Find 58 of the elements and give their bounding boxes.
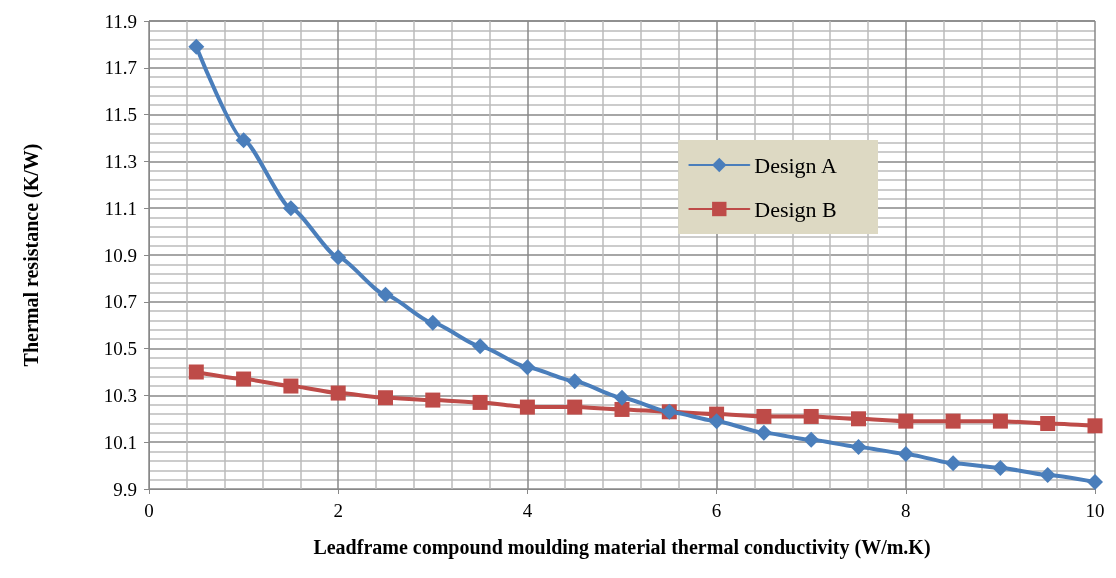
- point: [850, 438, 867, 455]
- y-axis-title: Thermal resistance (K/W): [20, 143, 43, 367]
- x-tick-label: 6: [711, 500, 722, 521]
- point: [188, 364, 204, 380]
- point: [1087, 418, 1103, 434]
- point: [472, 338, 489, 355]
- y-tick-label: 11.9: [104, 10, 137, 32]
- point: [1087, 473, 1103, 490]
- point: [377, 286, 394, 303]
- point: [945, 413, 961, 429]
- legend-label: Design A: [754, 152, 837, 178]
- point: [755, 424, 772, 441]
- point: [235, 132, 252, 149]
- point: [898, 413, 914, 429]
- y-tick-label: 11.5: [104, 104, 137, 126]
- point: [283, 378, 299, 394]
- point: [330, 385, 346, 401]
- point: [897, 445, 914, 462]
- point: [519, 399, 535, 415]
- point: [708, 413, 725, 430]
- x-tick-label: 8: [901, 500, 911, 521]
- y-tick-label: 11.7: [104, 57, 137, 79]
- point: [378, 390, 393, 406]
- x-tick-label: 2: [333, 500, 343, 521]
- x-tick-label: 4: [522, 500, 533, 521]
- point: [803, 431, 820, 448]
- point: [519, 359, 536, 376]
- point: [282, 200, 299, 217]
- point: [236, 371, 252, 387]
- y-tick-label: 10.5: [103, 338, 137, 360]
- y-tick-label: 10.1: [103, 431, 137, 453]
- point: [992, 413, 1008, 429]
- point: [803, 408, 819, 424]
- point: [1039, 466, 1056, 483]
- point: [472, 394, 488, 410]
- point: [567, 399, 583, 415]
- point: [614, 389, 630, 406]
- point: [851, 411, 866, 427]
- point: [756, 408, 772, 424]
- point: [330, 249, 347, 266]
- x-tick-label: 10: [1085, 500, 1105, 521]
- y-tick-label: 10.7: [103, 291, 137, 313]
- point: [614, 401, 630, 417]
- y-tick-label: 9.9: [113, 478, 137, 500]
- y-tick-label: 10.3: [103, 384, 137, 406]
- y-tick-label: 10.9: [103, 244, 137, 266]
- point: [425, 392, 441, 408]
- point: [1040, 415, 1056, 431]
- y-tick-label: 11.1: [104, 197, 137, 219]
- point: [945, 455, 962, 472]
- point: [566, 373, 583, 390]
- point: [992, 459, 1009, 476]
- point: [188, 38, 205, 55]
- point: [424, 314, 441, 331]
- legend-label: Design B: [754, 196, 837, 222]
- y-tick-label: 11.3: [104, 150, 137, 172]
- x-axis-title: Leadframe compound moulding material thermal conductivity (W/m.K): [313, 536, 931, 559]
- x-tick-label: 0: [144, 500, 154, 521]
